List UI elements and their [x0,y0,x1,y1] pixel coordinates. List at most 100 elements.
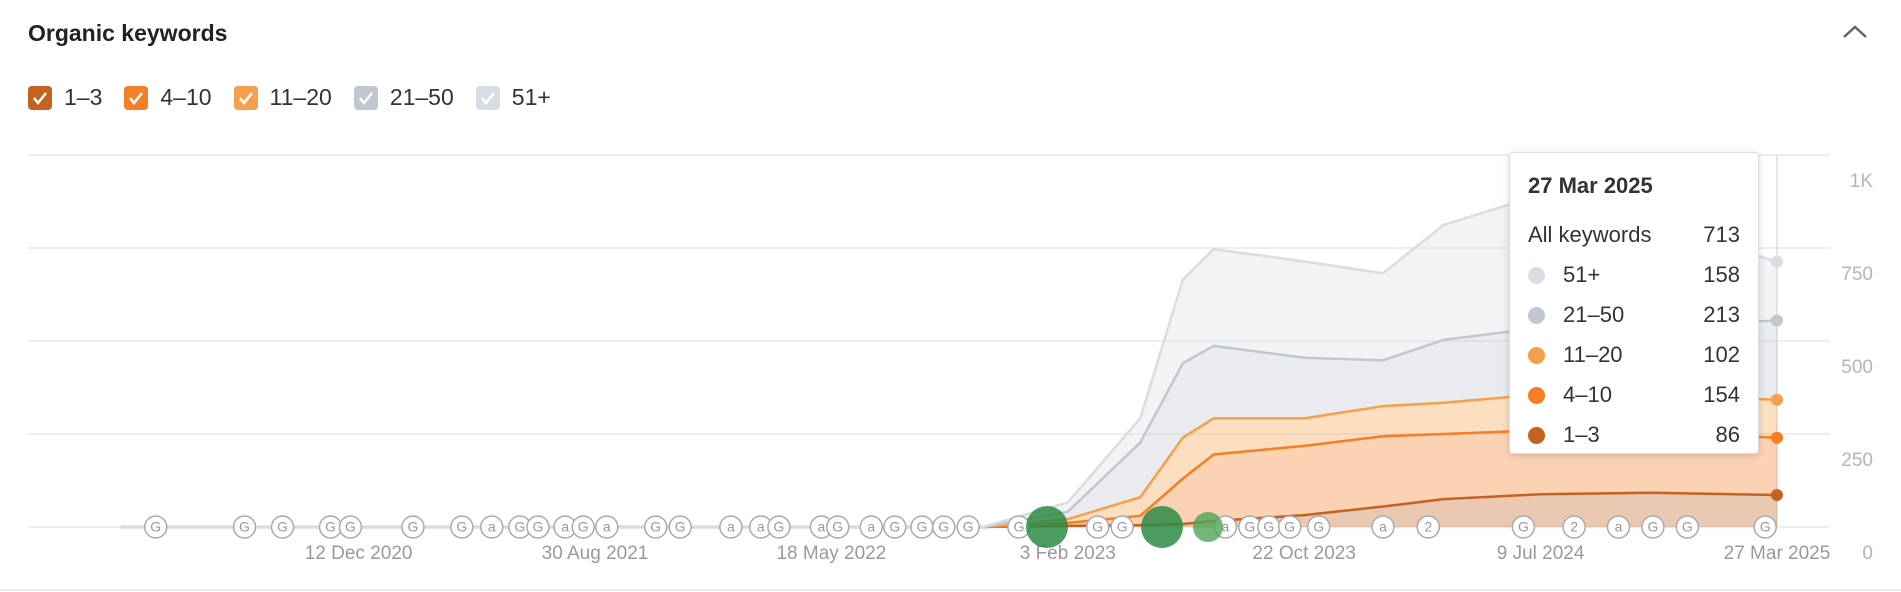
legend-checkbox[interactable] [233,85,258,110]
tooltip-series-name: 51+ [1563,262,1601,287]
legend-item[interactable]: 4–10 [124,84,212,111]
event-label: G [1760,519,1771,535]
event-marker [479,515,504,539]
event-label: G [277,519,288,535]
event-label: a [603,519,611,535]
tooltip-dot [1528,346,1545,364]
event-label: G [832,519,843,535]
tooltip-total-label: All keywords [1528,222,1652,247]
legend-checkbox[interactable] [353,85,378,110]
area [121,194,1777,527]
x-tick-label: 22 Oct 2023 [1252,543,1356,564]
event-marker [1641,515,1665,539]
event-label: G [1518,519,1529,535]
end-dot [1770,314,1783,327]
event-marker [883,515,907,539]
legend-checkbox[interactable] [475,85,500,110]
tooltip-series-value: 102 [1703,342,1740,367]
event-label: G [1313,519,1324,535]
event-label: a [1379,519,1387,535]
event-bubble [1141,506,1183,548]
event-label: G [239,519,250,535]
x-tick-label: 18 May 2022 [776,543,886,564]
event-label: G [456,519,467,535]
legend-item[interactable]: 21–50 [353,84,454,111]
legend-label: 21–50 [389,84,454,110]
event-marker [143,515,168,539]
event-marker [232,515,257,539]
event-marker [1416,515,1441,539]
x-tick-label: 3 Feb 2023 [1020,543,1116,564]
event-marker [450,515,474,539]
event-label: a [488,519,496,535]
event-marker [825,515,850,539]
event-marker [1371,515,1395,539]
end-dot [1770,489,1783,502]
area [121,320,1777,527]
event-marker [1085,515,1110,539]
event-label: G [325,519,336,535]
event-label: 2 [1424,519,1432,535]
tooltip-series-value: 86 [1715,422,1740,447]
y-tick-label: 250 [1841,450,1873,471]
area [121,394,1777,527]
event-marker [595,515,619,539]
event-label: G [150,519,161,535]
event-marker [668,515,692,539]
legend-item[interactable]: 11–20 [233,84,332,111]
event-label: G [1244,519,1255,535]
end-dot [1770,393,1783,406]
tooltip-dot [1528,426,1545,444]
event-marker [270,515,295,539]
legend-item[interactable]: 51+ [475,84,551,111]
y-tick-label: 750 [1841,264,1873,285]
event-label: a [727,519,735,535]
tooltip: 27 Mar 2025 All keywords 713 51+ 158 21–50… [1509,152,1759,454]
tooltip-series-name: 4–10 [1563,382,1612,407]
event-marker [1606,515,1631,539]
tooltip-series-value: 154 [1703,382,1740,407]
legend-label: 11–20 [269,84,332,110]
event-marker [956,515,980,539]
legend-label: 4–10 [160,84,212,110]
event-label: G [938,519,949,535]
collapse-button[interactable] [1840,22,1870,42]
event-label: G [1647,519,1658,535]
legend-item[interactable]: 1–3 [28,84,102,111]
end-dot [1770,255,1783,268]
tooltip-series-name: 21–50 [1563,302,1625,327]
event-label: a [757,519,765,535]
event-label: G [578,519,589,535]
event-label: G [1284,519,1295,535]
tooltip-series-value: 213 [1703,302,1740,327]
event-label: G [963,519,974,535]
event-label: G [650,519,661,535]
event-label: a [561,519,569,535]
legend-checkbox[interactable] [28,85,52,110]
x-tick-label: 12 Dec 2020 [305,543,413,564]
event-marker [931,515,956,539]
tooltip-total-value: 713 [1703,222,1740,247]
x-tick-label: 9 Jul 2024 [1497,543,1585,564]
event-label: 2 [1570,519,1578,535]
tooltip-series-name: 11–20 [1563,342,1623,367]
event-marker [338,515,363,539]
event-marker [526,515,550,539]
event-label: G [1682,519,1693,535]
event-bubble [1026,506,1068,548]
tooltip-dot [1528,266,1545,284]
event-label: G [889,519,900,535]
event-marker [859,515,883,539]
event-label: G [1092,519,1103,535]
event-marker [1562,515,1586,539]
tooltip-series-name: 1–3 [1563,422,1600,447]
area [121,492,1777,527]
event-label: G [1263,519,1274,535]
legend-checkbox[interactable] [124,85,149,110]
event-marker [1675,515,1700,539]
x-tick-label: 27 Mar 2025 [1724,543,1831,564]
y-tick-label: 0 [1862,543,1873,564]
event-label: a [1221,519,1229,535]
event-label: G [345,519,356,535]
